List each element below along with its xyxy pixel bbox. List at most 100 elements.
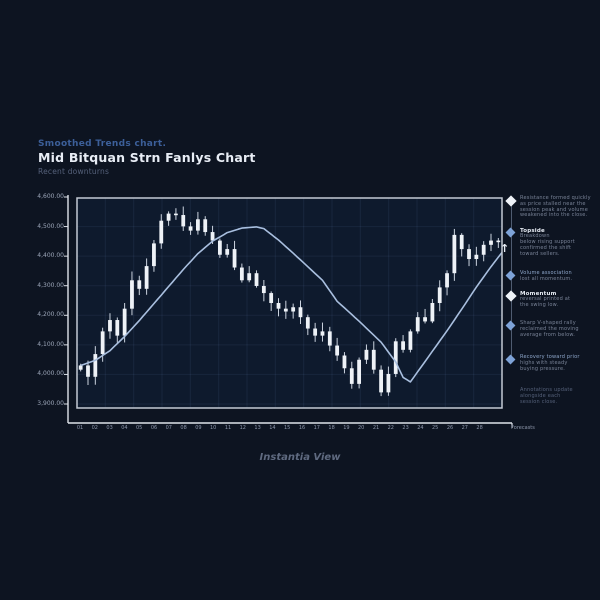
diamond-marker-icon <box>505 270 516 281</box>
candle-body <box>232 249 237 268</box>
candle-body <box>152 243 156 267</box>
candle-body <box>298 307 303 318</box>
x-tick-label: 07 <box>165 425 172 431</box>
page-title: Mid Bitquan Strn Fanlys Chart <box>38 150 256 165</box>
annotation-entry: Sharp V-shaped rally reclaimed the moving… <box>503 320 599 338</box>
x-tick-label: 03 <box>106 425 113 431</box>
annotation-line: session peak and volume <box>520 206 589 213</box>
up-arrow-icon: ↑ <box>500 242 509 255</box>
candle-body <box>122 308 127 336</box>
candle-body <box>459 234 464 250</box>
annotation-text: Sharp V-shaped rally reclaimed the moving… <box>520 320 596 338</box>
candle-body <box>291 307 296 312</box>
candle-body <box>445 273 449 288</box>
annotation-line: highs with steady <box>520 359 568 366</box>
x-tick-label: 15 <box>284 425 291 431</box>
candle-body <box>210 232 215 241</box>
candle-body <box>247 273 252 281</box>
x-tick-label: 19 <box>343 425 350 431</box>
x-tick-label: 18 <box>328 425 335 431</box>
annotation-title: Topside <box>520 228 545 234</box>
candle-body <box>188 226 193 231</box>
candle-body <box>78 365 83 370</box>
candle-body <box>496 240 501 243</box>
candle-body <box>327 331 332 346</box>
candle-body <box>357 359 362 384</box>
candle-body <box>305 317 310 329</box>
candle-body <box>115 320 120 336</box>
annotation-line: Recovery toward prior <box>520 354 580 360</box>
candle-body <box>313 328 318 336</box>
x-tick-label: Forecasts <box>511 425 535 431</box>
candle-body <box>393 341 398 374</box>
annotation-line: the swing low. <box>520 302 559 308</box>
plot-frame <box>76 197 503 409</box>
annotation-line: lost all momentum. <box>520 275 573 282</box>
candle-body <box>130 280 134 309</box>
x-tick-label: 12 <box>239 425 246 431</box>
annotation-line: below rising support <box>520 239 575 245</box>
y-tick-label: 4,200.00 <box>37 311 64 319</box>
annotation-rail: Resistance formed quickly as price stalle… <box>503 0 599 600</box>
x-tick-label: 02 <box>91 425 98 431</box>
candle-body <box>137 280 142 289</box>
candle-body <box>386 373 391 393</box>
x-tick-label: 25 <box>432 425 439 431</box>
candle-body <box>467 249 471 260</box>
candle-body <box>276 303 281 309</box>
candle-body <box>93 354 98 377</box>
annotation-entry: Annotations update alongside each session … <box>503 387 599 405</box>
x-tick-label: 24 <box>417 425 424 431</box>
candle-body <box>239 267 244 281</box>
candle-body <box>335 345 340 356</box>
y-tick-label: 4,100.00 <box>37 340 64 348</box>
annotation-line: confirmed the shift <box>520 244 572 251</box>
annotation-line: as price stalled near the <box>520 200 586 207</box>
annotation-text: Volume association lost all momentum. <box>520 270 596 283</box>
annotation-line: weakened into the close. <box>520 212 588 219</box>
candle-body <box>86 365 90 377</box>
chart-caption: Instantia View <box>259 452 341 463</box>
candle-body <box>159 220 164 244</box>
y-tick-label: 4,600.00 <box>37 193 64 200</box>
annotation-text: Topside Breakdown below rising support conf… <box>520 228 596 257</box>
annotation-text: Momentum reversal printed at the swing low… <box>520 291 596 309</box>
x-tick-label: 14 <box>269 425 276 431</box>
candle-body <box>349 368 354 384</box>
candle-body <box>489 240 493 245</box>
candle-body <box>269 293 274 303</box>
chart-subtitle: Recent downturns <box>38 167 110 176</box>
y-tick-label: 4,300.00 <box>37 281 64 289</box>
annotation-line: session close. <box>520 398 558 405</box>
x-tick-label: 21 <box>372 425 380 431</box>
annotation-entry: Momentum reversal printed at the swing low… <box>503 290 599 309</box>
chart-kicker: Smoothed Trends chart. <box>38 139 167 149</box>
annotation-entry: Resistance formed quickly as price stalle… <box>503 195 599 219</box>
candle-body <box>371 349 376 370</box>
y-tick-label: 4,500.00 <box>37 222 64 230</box>
x-tick-label: 22 <box>387 425 394 431</box>
annotation-line: toward sellers. <box>520 250 560 257</box>
annotation-line: Sharp V-shaped rally <box>520 320 576 326</box>
x-tick-label: 01 <box>76 425 84 431</box>
x-tick-label: 06 <box>150 425 158 431</box>
annotation-line: alongside each <box>520 392 561 399</box>
annotation-line: reversal printed at <box>520 296 571 303</box>
x-tick-label: 17 <box>313 425 320 431</box>
candle-body <box>144 266 149 289</box>
x-tick-label: 05 <box>136 425 143 431</box>
candle-body <box>437 287 442 303</box>
x-tick-label: 26 <box>446 425 454 431</box>
candle-body <box>108 320 112 332</box>
candle-body <box>379 369 383 393</box>
candle-body <box>261 285 266 294</box>
y-tick-label: 4,000.00 <box>37 370 64 378</box>
x-tick-label: 28 <box>476 425 483 431</box>
candle-body <box>166 213 171 221</box>
candle-body <box>254 273 259 286</box>
x-tick-label: 20 <box>358 425 365 431</box>
candle-body <box>342 355 347 369</box>
diamond-marker-icon <box>505 320 516 331</box>
